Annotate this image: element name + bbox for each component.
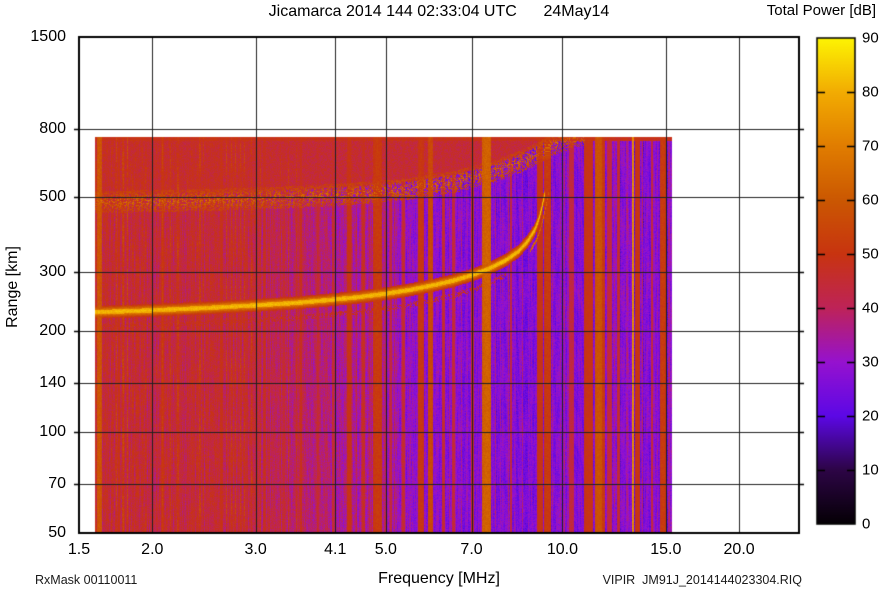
x-tick-label: 5.0 xyxy=(374,541,397,558)
colorbar-tick-label: 10 xyxy=(862,461,879,479)
x-tick-label: 3.0 xyxy=(244,541,267,558)
y-tick-label: 70 xyxy=(48,474,66,492)
colorbar-tick-label: 60 xyxy=(862,191,879,209)
colorbar-tick-label: 50 xyxy=(862,245,879,263)
colorbar-title: Total Power [dB] xyxy=(766,2,876,19)
colorbar-tick-label: 30 xyxy=(862,353,879,371)
y-tick-label: 140 xyxy=(39,373,66,391)
x-tick-label: 1.5 xyxy=(67,541,91,558)
x-tick-label: 4.1 xyxy=(324,541,347,558)
colorbar-tick-label: 0 xyxy=(862,515,871,533)
y-tick-label: 500 xyxy=(39,188,66,206)
colorbar-tick-label: 40 xyxy=(862,299,879,317)
x-tick-label: 10.0 xyxy=(546,541,579,558)
x-tick-label: 20.0 xyxy=(723,541,755,558)
y-tick-label: 1500 xyxy=(30,28,66,45)
colorbar-tick-label: 80 xyxy=(862,83,879,101)
y-tick-label: 50 xyxy=(48,524,66,541)
colorbar-tick-label: 70 xyxy=(862,137,879,155)
rxmask-annotation: RxMask 00110011 xyxy=(35,573,138,587)
y-tick-label: 800 xyxy=(39,119,66,137)
x-axis-title: Frequency [MHz] xyxy=(378,570,500,587)
y-tick-label: 100 xyxy=(39,422,66,440)
colorbar-tick-label: 20 xyxy=(862,407,879,425)
file-id-annotation: VIPIR JM91J_2014144023304.RIQ xyxy=(602,573,802,587)
y-tick-label: 300 xyxy=(39,262,66,280)
x-tick-label: 15.0 xyxy=(650,541,682,558)
x-tick-label: 2.0 xyxy=(141,541,164,558)
y-tick-label: 200 xyxy=(39,321,66,339)
plot-title: Jicamarca 2014 144 02:33:04 UTC 24May14 xyxy=(268,3,610,20)
colorbar-tick-label: 90 xyxy=(862,29,879,47)
x-tick-label: 7.0 xyxy=(460,541,483,558)
